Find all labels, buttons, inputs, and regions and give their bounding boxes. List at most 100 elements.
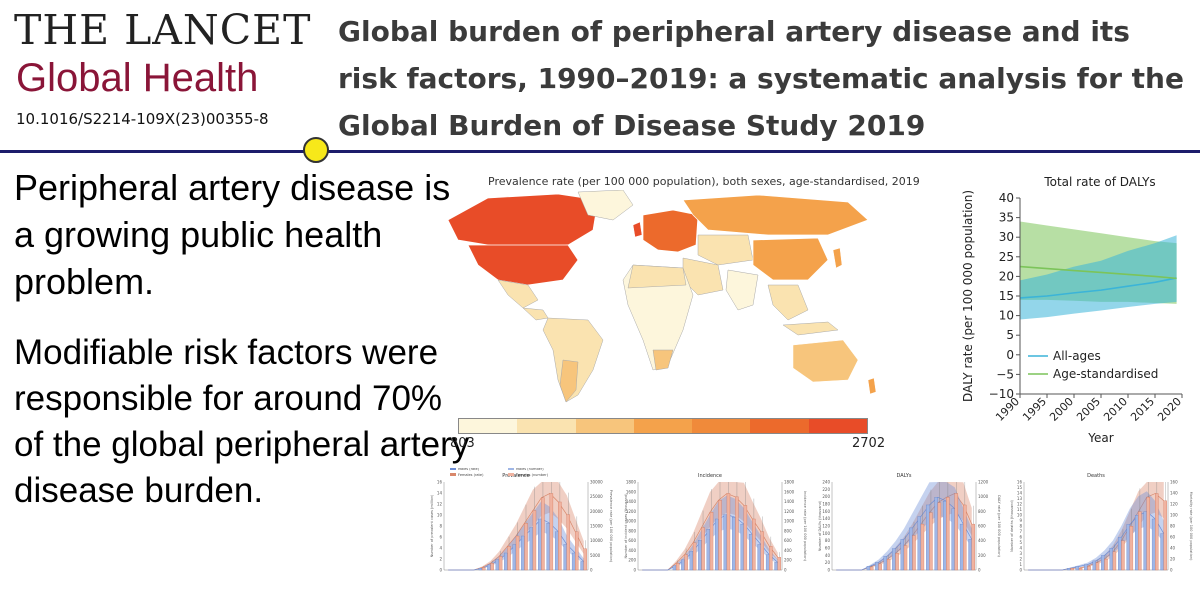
male-bar — [968, 539, 972, 571]
y-tick-label: 80 — [825, 538, 831, 543]
male-bar — [1151, 518, 1156, 571]
female-bar — [498, 556, 503, 571]
y-tick-label: 2 — [439, 557, 442, 562]
map-canada — [447, 193, 599, 251]
prevalence-mini-chart: Prevalence 0 2 4 6 8 10 12 14 16 0 5000 10000 15000 20… — [430, 468, 613, 573]
y2-tick-label: 1200 — [978, 480, 989, 485]
y-tick-label: 1200 — [626, 509, 637, 514]
y-tick-label: 40 — [825, 553, 831, 558]
male-bar — [774, 562, 778, 571]
y-tick-label: 1400 — [626, 499, 637, 504]
y-tick-label: 12 — [437, 502, 443, 507]
world-prevalence-map — [447, 190, 877, 403]
y2-tick-label: 60 — [1170, 535, 1176, 540]
male-bar — [504, 552, 508, 571]
legend-label: Females (number) — [516, 473, 549, 477]
y-tick-label: 40 — [999, 191, 1014, 205]
y2-tick-label: 0 — [784, 568, 787, 573]
legend-label: Males (rate) — [458, 468, 480, 471]
legend-swatch — [450, 468, 456, 470]
y-tick-label: 0 — [633, 568, 636, 573]
y2-tick-label: 800 — [784, 528, 792, 533]
mini-chart-title: Incidence — [698, 473, 722, 479]
female-bar — [1138, 511, 1142, 571]
map-russia — [682, 194, 869, 236]
colorbar-max-label: 2702 — [852, 436, 886, 451]
daly-rate-chart: Total rate of DALYs −10 −5 0 5 10 15 20 25 30 35 40… — [961, 175, 1184, 445]
x-tick-label: 2000 — [1047, 395, 1076, 424]
y2-tick-label: 0 — [590, 568, 593, 573]
y-tick-label: 0 — [1019, 568, 1022, 573]
y2-tick-label: 140 — [1170, 491, 1178, 496]
colorbar-segment — [575, 419, 634, 433]
y-tick-label: 6 — [439, 535, 442, 540]
y-tick-label: 200 — [628, 558, 636, 563]
male-bar — [883, 556, 888, 571]
female-bar — [1112, 551, 1117, 571]
male-bar — [748, 534, 753, 571]
map-title: Prevalence rate (per 100 000 population)… — [488, 175, 920, 188]
female-bar — [769, 546, 773, 571]
male-bar — [1160, 533, 1164, 571]
y2-tick-label: 100 — [1170, 513, 1178, 518]
male-bar — [732, 517, 736, 571]
y-tick-label: 5 — [1006, 328, 1014, 342]
y2-tick-label: 120 — [1170, 502, 1178, 507]
map-indonesia — [782, 321, 839, 336]
doi[interactable]: 10.1016/S2214-109X(23)00355-8 — [16, 110, 269, 128]
male-bar — [571, 552, 576, 571]
x-tick-label: 1995 — [1020, 395, 1049, 424]
map-china — [752, 237, 829, 281]
male-bar — [1075, 566, 1080, 571]
female-bar — [709, 512, 714, 571]
colorbar-min-label: 803 — [450, 436, 475, 451]
y-tick-label: 600 — [628, 538, 636, 543]
paper-title: Global burden of peripheral artery disea… — [338, 15, 1184, 142]
female-bar — [971, 523, 975, 571]
male-bar — [1101, 555, 1105, 571]
legend-label: Males (number) — [516, 468, 544, 471]
y2-tick-label: 15000 — [590, 524, 603, 529]
female-bar — [675, 563, 680, 571]
y-tick-label: 16 — [437, 480, 443, 485]
colorbar-segment — [633, 419, 693, 433]
colorbar-segment — [808, 419, 867, 433]
dalys-mini-chart: DALYs 0 20 40 60 80 100 120 140 160 180 200 220 240 0 2… — [818, 473, 1001, 573]
male-bar — [900, 539, 904, 571]
y-tick-label: 10 — [437, 513, 443, 518]
female-bar — [752, 518, 756, 571]
y-axis-label: Number of incident cases (thousand) — [624, 493, 628, 559]
female-bar — [541, 497, 545, 571]
female-bar — [760, 531, 765, 571]
y-tick-label: 5 — [1019, 540, 1022, 545]
male-bar — [875, 562, 879, 571]
x-tick-label: 2010 — [1101, 395, 1130, 424]
y-tick-label: −10 — [989, 387, 1014, 401]
incidence-mini-chart: Incidence 0 200 400 600 800 1000 1200 1400 1600 18… — [624, 473, 807, 573]
y-tick-label: 16 — [1017, 480, 1023, 485]
male-bar — [1143, 511, 1147, 571]
male-bar — [1109, 547, 1113, 571]
claim-text-2: Modifiable risk factors were responsible… — [14, 333, 470, 510]
male-bar — [1067, 568, 1071, 571]
y-tick-label: 15 — [999, 289, 1014, 303]
female-bar — [895, 553, 899, 571]
y-axis-label: Number of DALYs (thousand) — [818, 500, 822, 551]
female-bar — [912, 535, 916, 571]
male-bar — [1126, 524, 1130, 571]
y-tick-label: 3 — [1019, 551, 1022, 556]
male-bar — [926, 504, 930, 571]
mini-chart-title: DALYs — [897, 473, 912, 479]
female-bar — [718, 500, 722, 571]
male-bar — [706, 529, 710, 571]
female-bar — [481, 567, 486, 571]
y-axis-label: Number of prevalent cases (million) — [430, 494, 434, 557]
y-tick-label: 35 — [999, 211, 1014, 225]
y-tick-label: 8 — [1019, 524, 1022, 529]
male-bar — [521, 535, 525, 571]
y-tick-label: 12 — [1017, 502, 1023, 507]
y2-axis-label: Mortality rate (per 100 000 population) — [1189, 492, 1193, 561]
y2-axis-label: Incidence rate (per 100 000 population) — [803, 491, 807, 562]
female-bar — [743, 505, 748, 571]
female-bar — [878, 563, 882, 571]
